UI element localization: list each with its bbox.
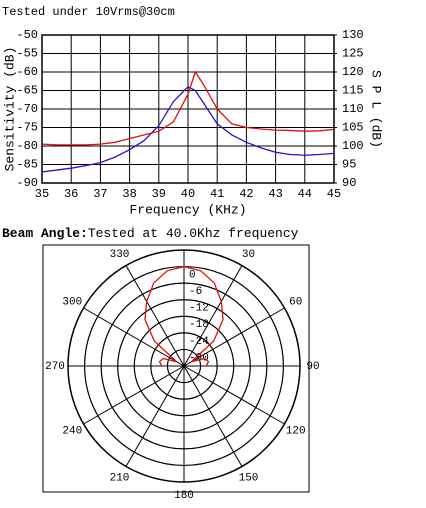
angle-label: 30 bbox=[242, 249, 255, 261]
y-tick-label: -60 bbox=[16, 65, 38, 79]
y2-tick-label: 95 bbox=[342, 158, 356, 172]
x-tick-label: 42 bbox=[239, 187, 253, 201]
x-axis-label: Frequency (KHz) bbox=[129, 202, 246, 217]
angle-label: 90 bbox=[306, 361, 319, 373]
spoke bbox=[183, 365, 243, 467]
x-tick-label: 38 bbox=[122, 187, 136, 201]
x-tick-label: 41 bbox=[210, 187, 224, 201]
spoke bbox=[183, 265, 243, 367]
angle-label: 210 bbox=[110, 473, 130, 485]
angle-label: 60 bbox=[289, 296, 302, 308]
beam-label: Beam Angle: bbox=[2, 226, 88, 241]
y-tick-label: -85 bbox=[16, 158, 38, 172]
y-tick-label: -55 bbox=[16, 47, 38, 61]
y2-tick-label: 130 bbox=[342, 28, 364, 42]
angle-label: 150 bbox=[239, 473, 259, 485]
x-tick-label: 44 bbox=[298, 187, 312, 201]
y-axis-label: Sensitivity (dB) bbox=[2, 47, 17, 172]
y-tick-label: -75 bbox=[16, 121, 38, 135]
series-line bbox=[41, 70, 335, 146]
y2-tick-label: 120 bbox=[342, 65, 364, 79]
x-tick-label: 45 bbox=[327, 187, 341, 201]
r-tick-label: 0 bbox=[189, 269, 196, 281]
r-tick-label: -24 bbox=[189, 336, 209, 348]
y2-tick-label: 90 bbox=[342, 176, 356, 190]
y2-tick-label: 115 bbox=[342, 84, 364, 98]
polar-frame bbox=[42, 244, 310, 493]
angle-label: 120 bbox=[286, 425, 306, 437]
x-tick-label: 36 bbox=[64, 187, 78, 201]
spoke bbox=[125, 265, 185, 367]
spoke bbox=[183, 365, 285, 425]
angle-label: 180 bbox=[174, 490, 194, 502]
beam-heading: Beam Angle:Tested at 40.0Khz frequency bbox=[2, 226, 299, 241]
plot-frame bbox=[41, 34, 335, 184]
x-tick-label: 40 bbox=[181, 187, 195, 201]
spoke bbox=[83, 307, 185, 367]
r-tick-label: -18 bbox=[189, 319, 209, 331]
y2-tick-label: 100 bbox=[342, 139, 364, 153]
y-tick-label: -80 bbox=[16, 139, 38, 153]
x-tick-label: 37 bbox=[93, 187, 107, 201]
angle-label: 240 bbox=[62, 425, 82, 437]
y-tick-label: -90 bbox=[16, 176, 38, 190]
angle-label: 270 bbox=[45, 361, 65, 373]
spoke bbox=[125, 365, 185, 467]
r-tick-label: -12 bbox=[189, 303, 209, 315]
y2-tick-label: 105 bbox=[342, 121, 364, 135]
chart-title: Tested under 10Vrms@30cm bbox=[2, 5, 175, 19]
angle-label: 300 bbox=[62, 296, 82, 308]
series-line bbox=[41, 86, 335, 173]
y-tick-label: -65 bbox=[16, 84, 38, 98]
angle-label: 330 bbox=[110, 249, 130, 261]
spoke bbox=[83, 365, 185, 425]
x-tick-label: 35 bbox=[35, 187, 49, 201]
y-tick-label: -70 bbox=[16, 102, 38, 116]
beam-title: Tested at 40.0Khz frequency bbox=[88, 226, 299, 241]
x-tick-label: 43 bbox=[268, 187, 282, 201]
spoke bbox=[183, 307, 285, 367]
y2-axis-label: S P L (dB) bbox=[369, 70, 384, 148]
x-tick-label: 39 bbox=[152, 187, 166, 201]
y-tick-label: -50 bbox=[16, 28, 38, 42]
y2-tick-label: 110 bbox=[342, 102, 364, 116]
y2-tick-label: 125 bbox=[342, 47, 364, 61]
r-tick-label: -6 bbox=[189, 286, 202, 298]
beam-pattern bbox=[144, 265, 224, 367]
